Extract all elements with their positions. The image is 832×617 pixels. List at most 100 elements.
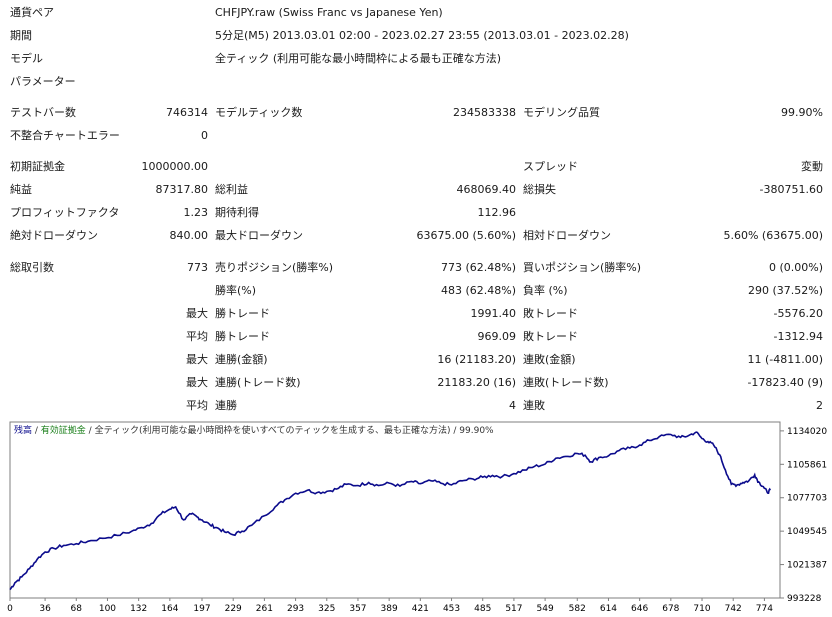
legend-quality: 99.90% xyxy=(459,426,494,436)
chart-legend: 残高 / 有効証拠金 / 全ティック(利用可能な最小時間枠を使いすべてのティック… xyxy=(14,424,494,436)
label-max-consecutive-losses-money: 連敗(金額) xyxy=(523,353,576,366)
x-tick-label: 710 xyxy=(693,604,710,614)
label-avg-prefix: 平均 xyxy=(186,330,208,343)
label-gross-profit: 総利益 xyxy=(215,183,248,196)
label-initial-deposit: 初期証拠金 xyxy=(10,160,65,173)
x-tick-label: 614 xyxy=(600,604,617,614)
x-tick-label: 678 xyxy=(662,604,679,614)
value-average-loss-trade: -1312.94 xyxy=(773,330,823,343)
x-tick-label: 325 xyxy=(318,604,335,614)
label-max-consecutive-wins-money: 連勝(金額) xyxy=(215,353,268,366)
label-short-positions: 売りポジション(勝率%) xyxy=(215,261,334,274)
x-tick-label: 293 xyxy=(287,604,304,614)
x-tick-label: 261 xyxy=(256,604,273,614)
x-tick-label: 132 xyxy=(130,604,147,614)
chart-canvas: 1134020 1105861 1077703 1049545 1021387 99322… xyxy=(7,421,827,614)
x-tick-label: 774 xyxy=(756,604,773,614)
label-long-positions: 買いポジション(勝率%) xyxy=(523,261,642,274)
label-net-profit: 純益 xyxy=(10,183,32,196)
x-tick-label: 229 xyxy=(225,604,242,614)
value-largest-profit-trade: 1991.40 xyxy=(470,307,517,320)
label-profit-factor: プロフィットファクタ xyxy=(10,206,120,219)
legend-separator: / xyxy=(451,426,460,436)
label-average-profit-trade: 勝トレード xyxy=(215,330,270,343)
value-model: 全ティック (利用可能な最小時間枠による最も正確な方法) xyxy=(215,52,502,65)
legend-separator: / xyxy=(32,426,41,436)
x-tick-label: 389 xyxy=(381,604,398,614)
value-initial-deposit: 1000000.00 xyxy=(141,160,208,173)
y-tick-label: 1077703 xyxy=(787,494,827,504)
x-tick-label: 421 xyxy=(412,604,429,614)
label-max-prefix-3: 最大 xyxy=(186,376,208,389)
x-tick-label: 357 xyxy=(349,604,366,614)
y-tick-label: 1021387 xyxy=(787,561,827,571)
label-largest-loss-trade: 敗トレード xyxy=(523,307,578,320)
value-maximal-drawdown: 63675.00 (5.60%) xyxy=(416,229,516,242)
value-profit-trades: 483 (62.48%) xyxy=(440,284,516,297)
value-expected-payoff: 112.96 xyxy=(477,206,517,219)
label-max-consecutive-wins-count: 連勝(トレード数) xyxy=(215,376,301,389)
x-tick-label: 582 xyxy=(569,604,586,614)
value-average-consecutive-wins: 4 xyxy=(509,399,516,412)
legend-equity: 有効証拠金 xyxy=(41,424,86,436)
label-bars-tested: テストバー数 xyxy=(10,106,76,119)
value-loss-trades: 290 (37.52%) xyxy=(747,284,823,297)
value-average-profit-trade: 969.09 xyxy=(477,330,517,343)
x-tick-label: 164 xyxy=(161,604,178,614)
value-absolute-drawdown: 840.00 xyxy=(169,229,209,242)
label-modelling-quality: モデリング品質 xyxy=(523,106,600,119)
y-tick-label: 1134020 xyxy=(787,427,827,437)
value-ticks-modelled: 234583338 xyxy=(453,106,516,119)
x-tick-label: 0 xyxy=(7,604,13,614)
value-period: 5分足(M5) 2013.03.01 02:00 - 2023.02.27 23… xyxy=(215,29,629,42)
label-largest-profit-trade: 勝トレード xyxy=(215,307,270,320)
chart-plot-frame xyxy=(9,421,781,599)
value-total-trades: 773 xyxy=(187,261,208,274)
x-tick-label: 517 xyxy=(505,604,522,614)
legend-separator: / xyxy=(86,426,95,436)
value-mismatch-errors: 0 xyxy=(201,129,208,142)
value-modelling-quality: 99.90% xyxy=(781,106,823,119)
legend-model: 全ティック(利用可能な最小時間枠を使いすべてのティックを生成する、最も正確な方法… xyxy=(95,424,451,436)
value-bars-tested: 746314 xyxy=(166,106,208,119)
value-symbol: CHFJPY.raw (Swiss Franc vs Japanese Yen) xyxy=(215,6,443,19)
x-tick-label: 485 xyxy=(474,604,491,614)
y-tick-label: 993228 xyxy=(787,594,822,604)
label-parameters: パラメーター xyxy=(10,75,76,88)
label-loss-trades: 負率 (%) xyxy=(523,284,568,297)
x-tick-label: 100 xyxy=(99,604,116,614)
legend-balance: 残高 xyxy=(14,424,32,436)
label-average-consecutive-wins: 連勝 xyxy=(215,399,237,412)
label-max-prefix-2: 最大 xyxy=(186,353,208,366)
value-gross-loss: -380751.60 xyxy=(759,183,823,196)
label-symbol: 通貨ペア xyxy=(10,6,54,19)
x-tick-label: 68 xyxy=(71,604,83,614)
label-spread: スプレッド xyxy=(523,160,578,173)
value-short-positions: 773 (62.48%) xyxy=(440,261,516,274)
y-axis: 1134020 1105861 1077703 1049545 1021387 99322… xyxy=(780,427,827,604)
label-gross-loss: 総損失 xyxy=(523,183,556,196)
x-tick-label: 453 xyxy=(443,604,460,614)
value-relative-drawdown: 5.60% (63675.00) xyxy=(723,229,823,242)
x-tick-label: 549 xyxy=(537,604,554,614)
label-profit-trades: 勝率(%) xyxy=(215,284,257,297)
label-maximal-drawdown: 最大ドローダウン xyxy=(215,229,303,242)
x-tick-label: 742 xyxy=(725,604,742,614)
label-mismatch-errors: 不整合チャートエラー xyxy=(10,129,120,142)
value-net-profit: 87317.80 xyxy=(155,183,209,196)
label-model: モデル xyxy=(10,52,43,65)
label-ticks-modelled: モデルティック数 xyxy=(215,106,303,119)
value-average-consecutive-losses: 2 xyxy=(816,399,823,412)
y-tick-label: 1049545 xyxy=(787,527,827,537)
label-relative-drawdown: 相対ドローダウン xyxy=(523,229,611,242)
value-long-positions: 0 (0.00%) xyxy=(768,261,823,274)
label-max-consecutive-losses-count: 連敗(トレード数) xyxy=(523,376,609,389)
value-max-consecutive-wins-count: 21183.20 (16) xyxy=(437,376,516,389)
value-profit-factor: 1.23 xyxy=(183,206,209,219)
x-tick-label: 646 xyxy=(631,604,648,614)
x-axis: 0 36 68 100 132 164 197 229 261 293 325 357 389 421 45… xyxy=(7,598,773,614)
label-average-loss-trade: 敗トレード xyxy=(523,330,578,343)
value-max-consecutive-losses-count: -17823.40 (9) xyxy=(747,376,823,389)
y-tick-label: 1105861 xyxy=(787,460,827,470)
label-avg-prefix-2: 平均 xyxy=(186,399,208,412)
